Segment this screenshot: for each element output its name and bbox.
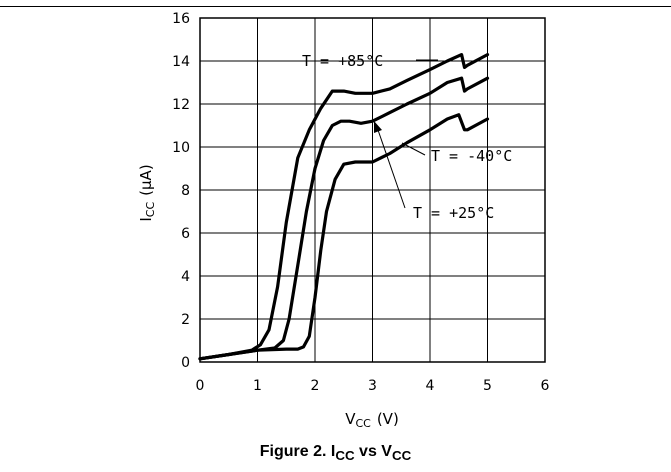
label-25c: T = +25°C xyxy=(413,204,494,222)
x-tick-label: 6 xyxy=(541,378,550,394)
x-tick-label: 2 xyxy=(311,378,320,394)
series-group xyxy=(198,113,490,361)
series-group xyxy=(198,53,490,361)
y-tick-label: 4 xyxy=(181,269,190,285)
series-line xyxy=(198,113,490,361)
y-tick-label: 16 xyxy=(172,11,190,27)
x-tick-label: 1 xyxy=(253,378,262,394)
y-tick-label: 8 xyxy=(181,183,190,199)
y-tick-label: 14 xyxy=(172,54,190,70)
y-tick-label: 2 xyxy=(181,312,190,328)
series-layer xyxy=(198,53,490,361)
header-rule xyxy=(0,6,671,7)
y-tick-label: 6 xyxy=(181,226,190,242)
x-tick-label: 3 xyxy=(368,378,377,394)
leader-25c-arrowhead xyxy=(374,121,382,133)
y-tick-label: 12 xyxy=(172,97,190,113)
y-tick-label: 10 xyxy=(172,140,190,156)
label-minus40c: T = -40°C xyxy=(431,147,512,165)
leader-minus40c xyxy=(401,142,426,156)
series-group xyxy=(198,76,490,361)
figure-caption: Figure 2. ICC vs VCC xyxy=(259,443,412,464)
y-tick-label: 0 xyxy=(181,355,190,371)
series-line xyxy=(198,53,490,361)
x-axis-label: VCC (V) xyxy=(345,410,399,430)
y-axis-label: ICC(μA) xyxy=(137,164,157,221)
x-tick-label: 5 xyxy=(483,378,492,394)
plot-frame xyxy=(199,17,546,363)
x-tick-label: 4 xyxy=(426,378,435,394)
leader-25c xyxy=(377,129,406,209)
label-85c: T = +85°C xyxy=(302,52,383,70)
x-tick-label: 0 xyxy=(196,378,205,394)
series-line xyxy=(198,76,490,361)
